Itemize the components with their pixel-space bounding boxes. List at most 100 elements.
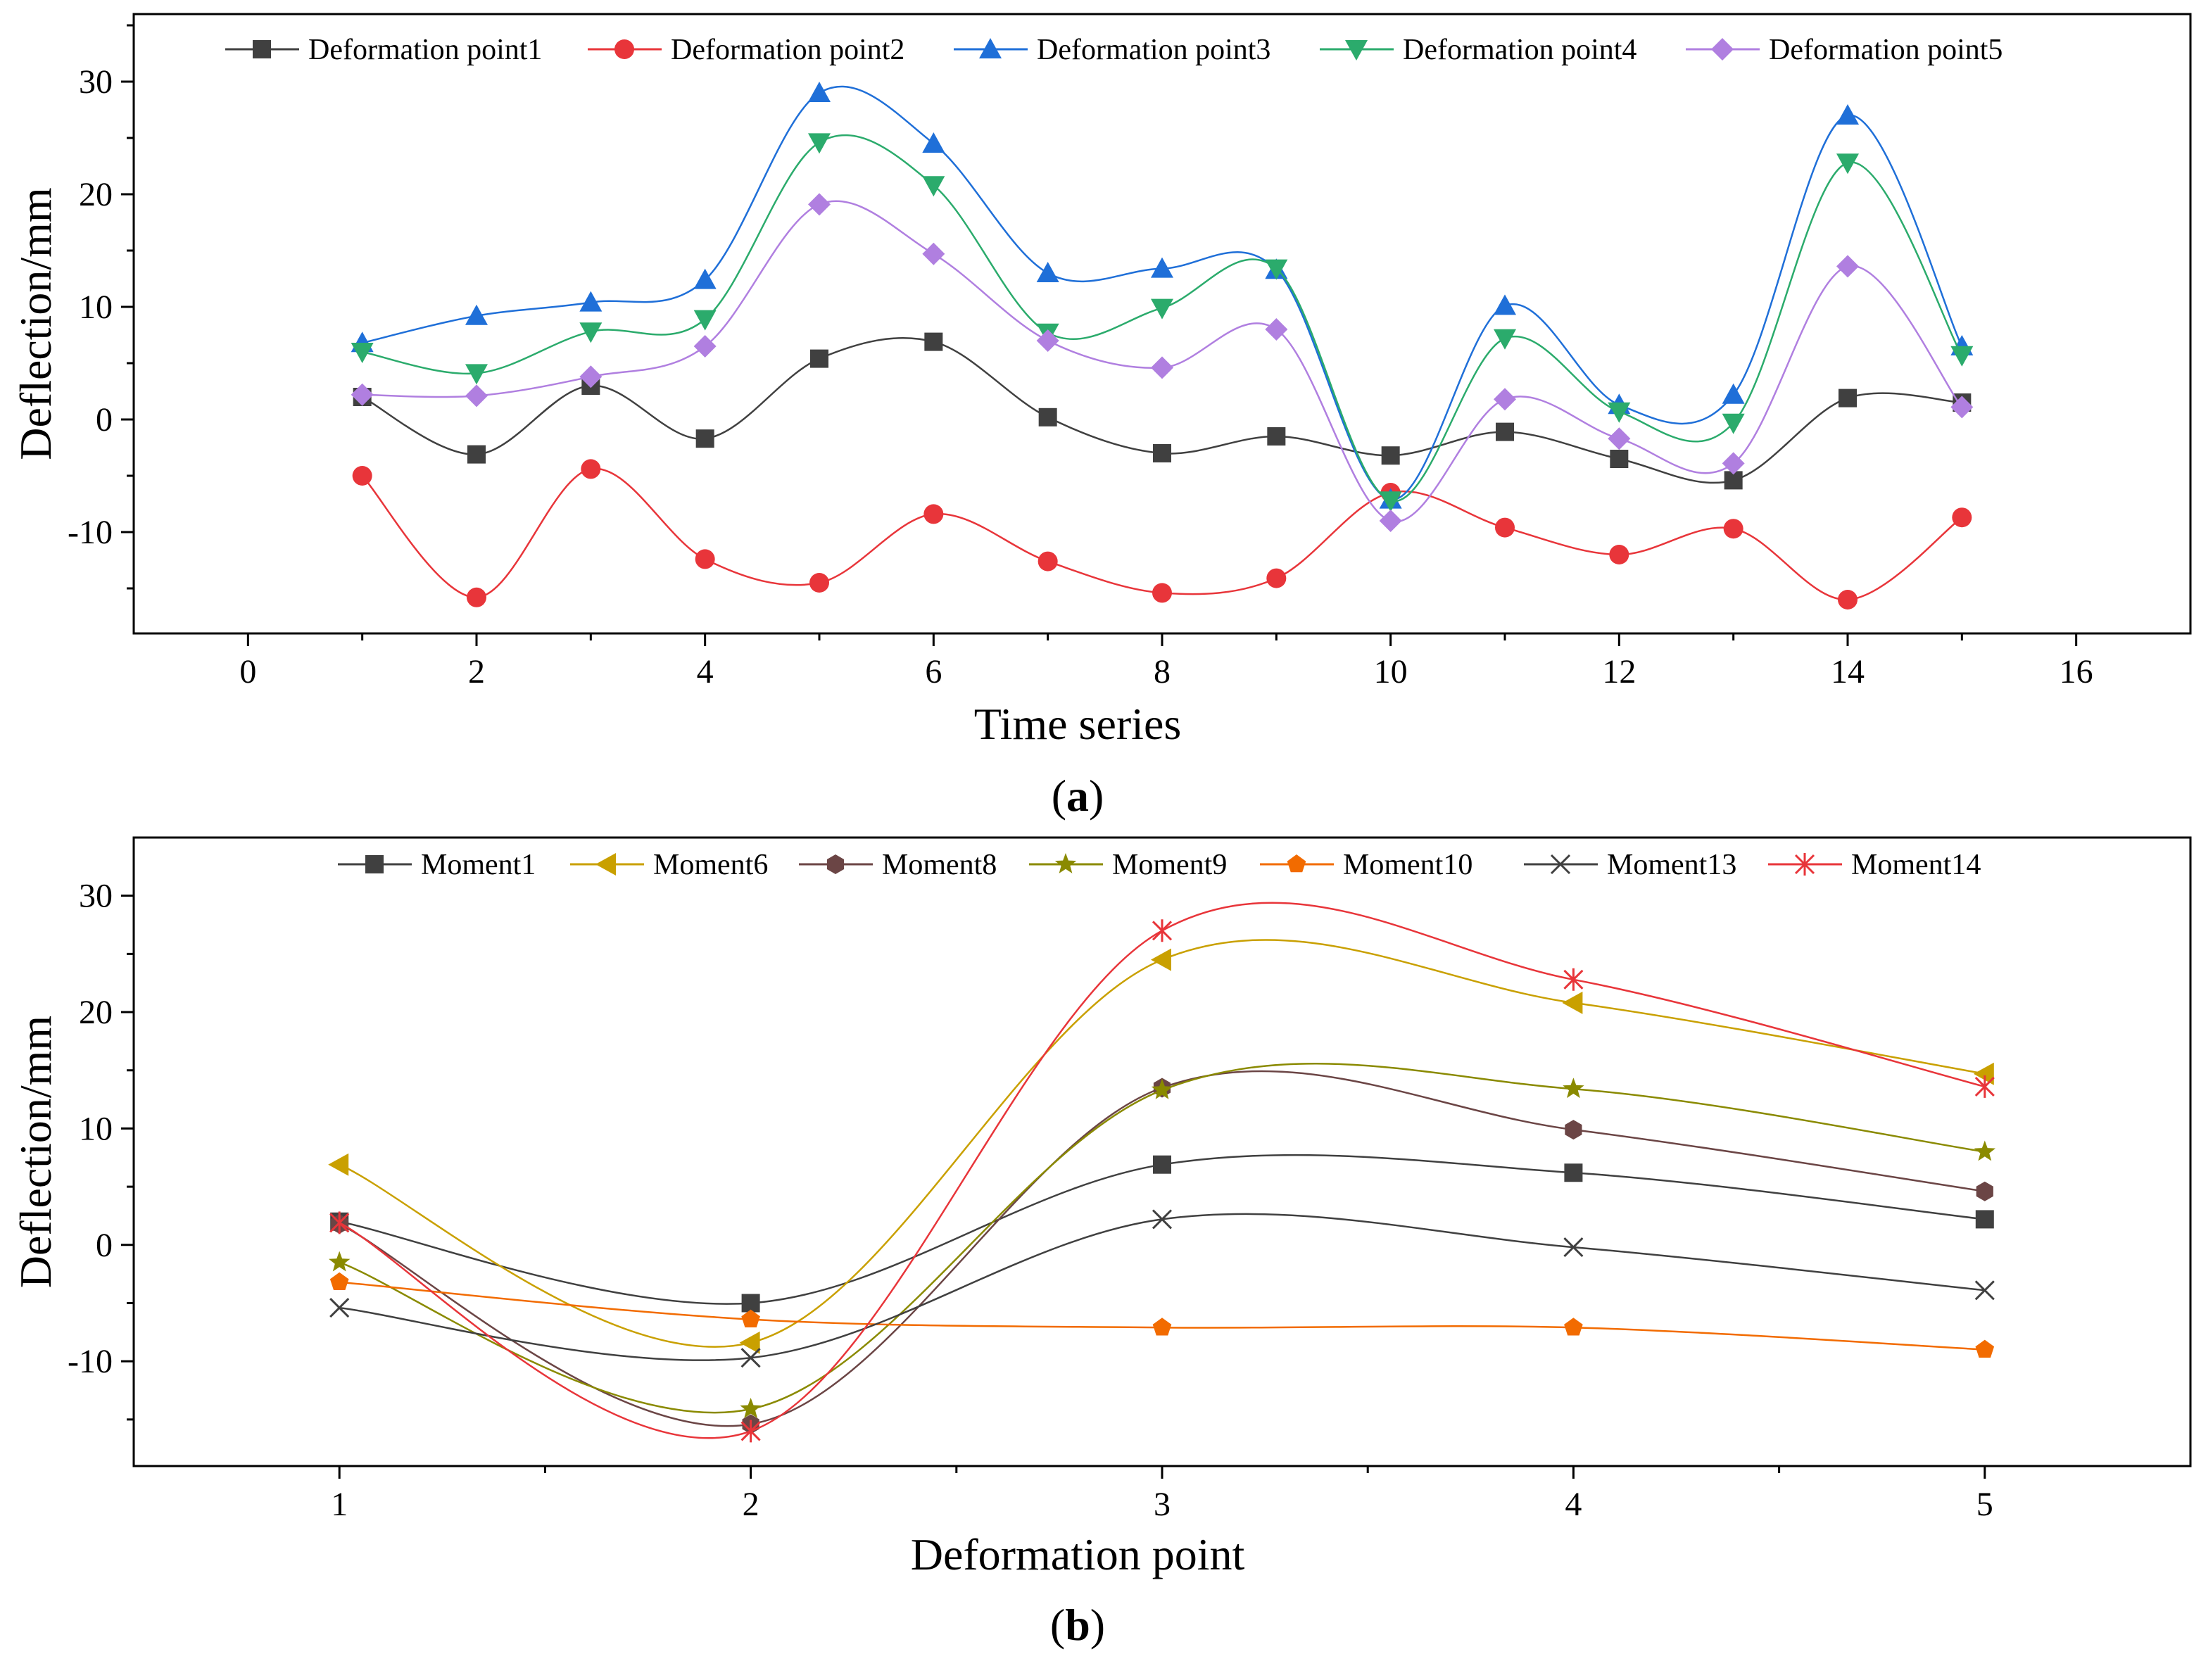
- series-line: [339, 1062, 1985, 1414]
- y-tick-label: 10: [79, 289, 113, 326]
- data-point: [1564, 1318, 1583, 1336]
- data-point: [329, 1251, 351, 1272]
- data-point: [579, 322, 603, 343]
- data-point: [467, 587, 486, 607]
- x-tick-label: 5: [1976, 1486, 1993, 1523]
- chart-a: 0 2 4 6 8 10 12 14 16 -10 0 10 20 30 Time series Deflec…: [11, 13, 2192, 821]
- data-point: [808, 193, 831, 216]
- x-tick-label: 0: [239, 653, 256, 690]
- data-point: [1975, 1339, 1995, 1358]
- legend-label: Deformation point1: [308, 34, 542, 66]
- data-point: [1839, 389, 1857, 408]
- data-point: [693, 268, 717, 289]
- data-point: [809, 573, 829, 593]
- data-point: [1265, 259, 1288, 280]
- series-line: [361, 467, 1963, 601]
- data-point: [741, 1309, 760, 1327]
- data-point: [1152, 919, 1173, 942]
- legend-entry: Deformation point3: [954, 34, 1270, 66]
- data-point: [924, 332, 943, 351]
- data-point: [740, 1348, 761, 1368]
- series-moment14: [329, 902, 1995, 1443]
- data-point: [1496, 422, 1514, 441]
- series-line: [339, 1281, 1985, 1351]
- legend-label: Moment9: [1112, 849, 1227, 881]
- data-point: [1151, 1078, 1173, 1099]
- data-point: [1151, 356, 1173, 379]
- x-axis-title: Deformation point: [911, 1529, 1245, 1579]
- x-axis-title: Time series: [974, 699, 1182, 749]
- data-point: [1836, 255, 1859, 278]
- x-tick-label: 12: [1602, 653, 1636, 690]
- data-point: [465, 384, 488, 408]
- data-point: [352, 466, 372, 486]
- series-moment9: [329, 1062, 1995, 1418]
- legend-marker: [595, 853, 616, 876]
- legend-label: Moment6: [653, 849, 768, 881]
- data-point: [741, 1294, 760, 1313]
- chart-b: 1 2 3 4 5 -10 0 10 20 30 Deformation point Deflecti…: [11, 836, 2192, 1650]
- legend-entry: Moment9: [1029, 849, 1227, 881]
- legend-entry: Moment10: [1260, 849, 1472, 881]
- data-point: [1608, 402, 1631, 423]
- legend-marker: [979, 38, 1002, 58]
- data-point: [1494, 329, 1516, 350]
- series-line: [339, 939, 1986, 1348]
- data-point: [1974, 1280, 1995, 1301]
- data-point: [810, 349, 828, 368]
- legend-label: Deformation point4: [1403, 34, 1636, 66]
- legend-entry: Moment6: [570, 849, 768, 881]
- data-point: [693, 335, 717, 358]
- x-tick-label: 6: [925, 653, 942, 690]
- data-point: [579, 365, 603, 389]
- x-tick-label: 2: [468, 653, 485, 690]
- x-tick-label: 16: [2060, 653, 2093, 690]
- x-tick-label: 3: [1154, 1486, 1171, 1523]
- data-point: [1564, 1163, 1583, 1182]
- data-point: [1950, 396, 1974, 419]
- y-tick-label: 0: [96, 401, 113, 438]
- legend-label: Deformation point3: [1037, 34, 1270, 66]
- data-point: [1565, 1120, 1582, 1140]
- legend-entry: Deformation point1: [225, 34, 542, 66]
- y-tick-label: 20: [79, 994, 113, 1031]
- legend-entry: Deformation point5: [1686, 34, 2003, 66]
- data-point: [695, 549, 715, 569]
- series-deformation-point5: [351, 193, 1974, 532]
- data-point: [1038, 408, 1057, 427]
- legend-entry: Moment14: [1768, 849, 1981, 881]
- series-moment13: [329, 1209, 1995, 1368]
- x-tick-label: 10: [1374, 653, 1408, 690]
- y-tick-label: 30: [79, 63, 113, 101]
- series-moment1: [330, 1154, 1994, 1313]
- data-point: [467, 445, 486, 464]
- series-line: [339, 1070, 1985, 1427]
- legend-marker: [1054, 853, 1077, 873]
- data-point: [1976, 1181, 1993, 1201]
- data-point: [1152, 583, 1172, 603]
- data-point: [579, 291, 603, 312]
- data-point: [695, 429, 714, 448]
- data-point: [1723, 519, 1743, 539]
- y-tick-label: -10: [68, 1343, 113, 1380]
- y-tick-label: -10: [68, 514, 113, 551]
- legend-marker: [1550, 854, 1571, 875]
- data-point: [808, 133, 831, 154]
- data-point: [1722, 383, 1745, 404]
- data-point: [1975, 1210, 1994, 1229]
- data-point: [1379, 491, 1402, 512]
- y-tick-label: 0: [96, 1227, 113, 1264]
- x-tick-label: 14: [1831, 653, 1865, 690]
- data-point: [329, 1211, 350, 1234]
- data-point: [1265, 318, 1288, 341]
- legend-label: Deformation point5: [1769, 34, 2003, 66]
- data-point: [1563, 1078, 1584, 1099]
- legend-marker: [1711, 38, 1734, 61]
- legend-marker: [253, 40, 271, 58]
- data-point: [1608, 427, 1631, 450]
- panel-label: (a): [1052, 771, 1104, 821]
- legend-label: Moment10: [1343, 849, 1472, 881]
- legend-entry: Deformation point2: [588, 34, 904, 66]
- data-point: [1038, 551, 1058, 571]
